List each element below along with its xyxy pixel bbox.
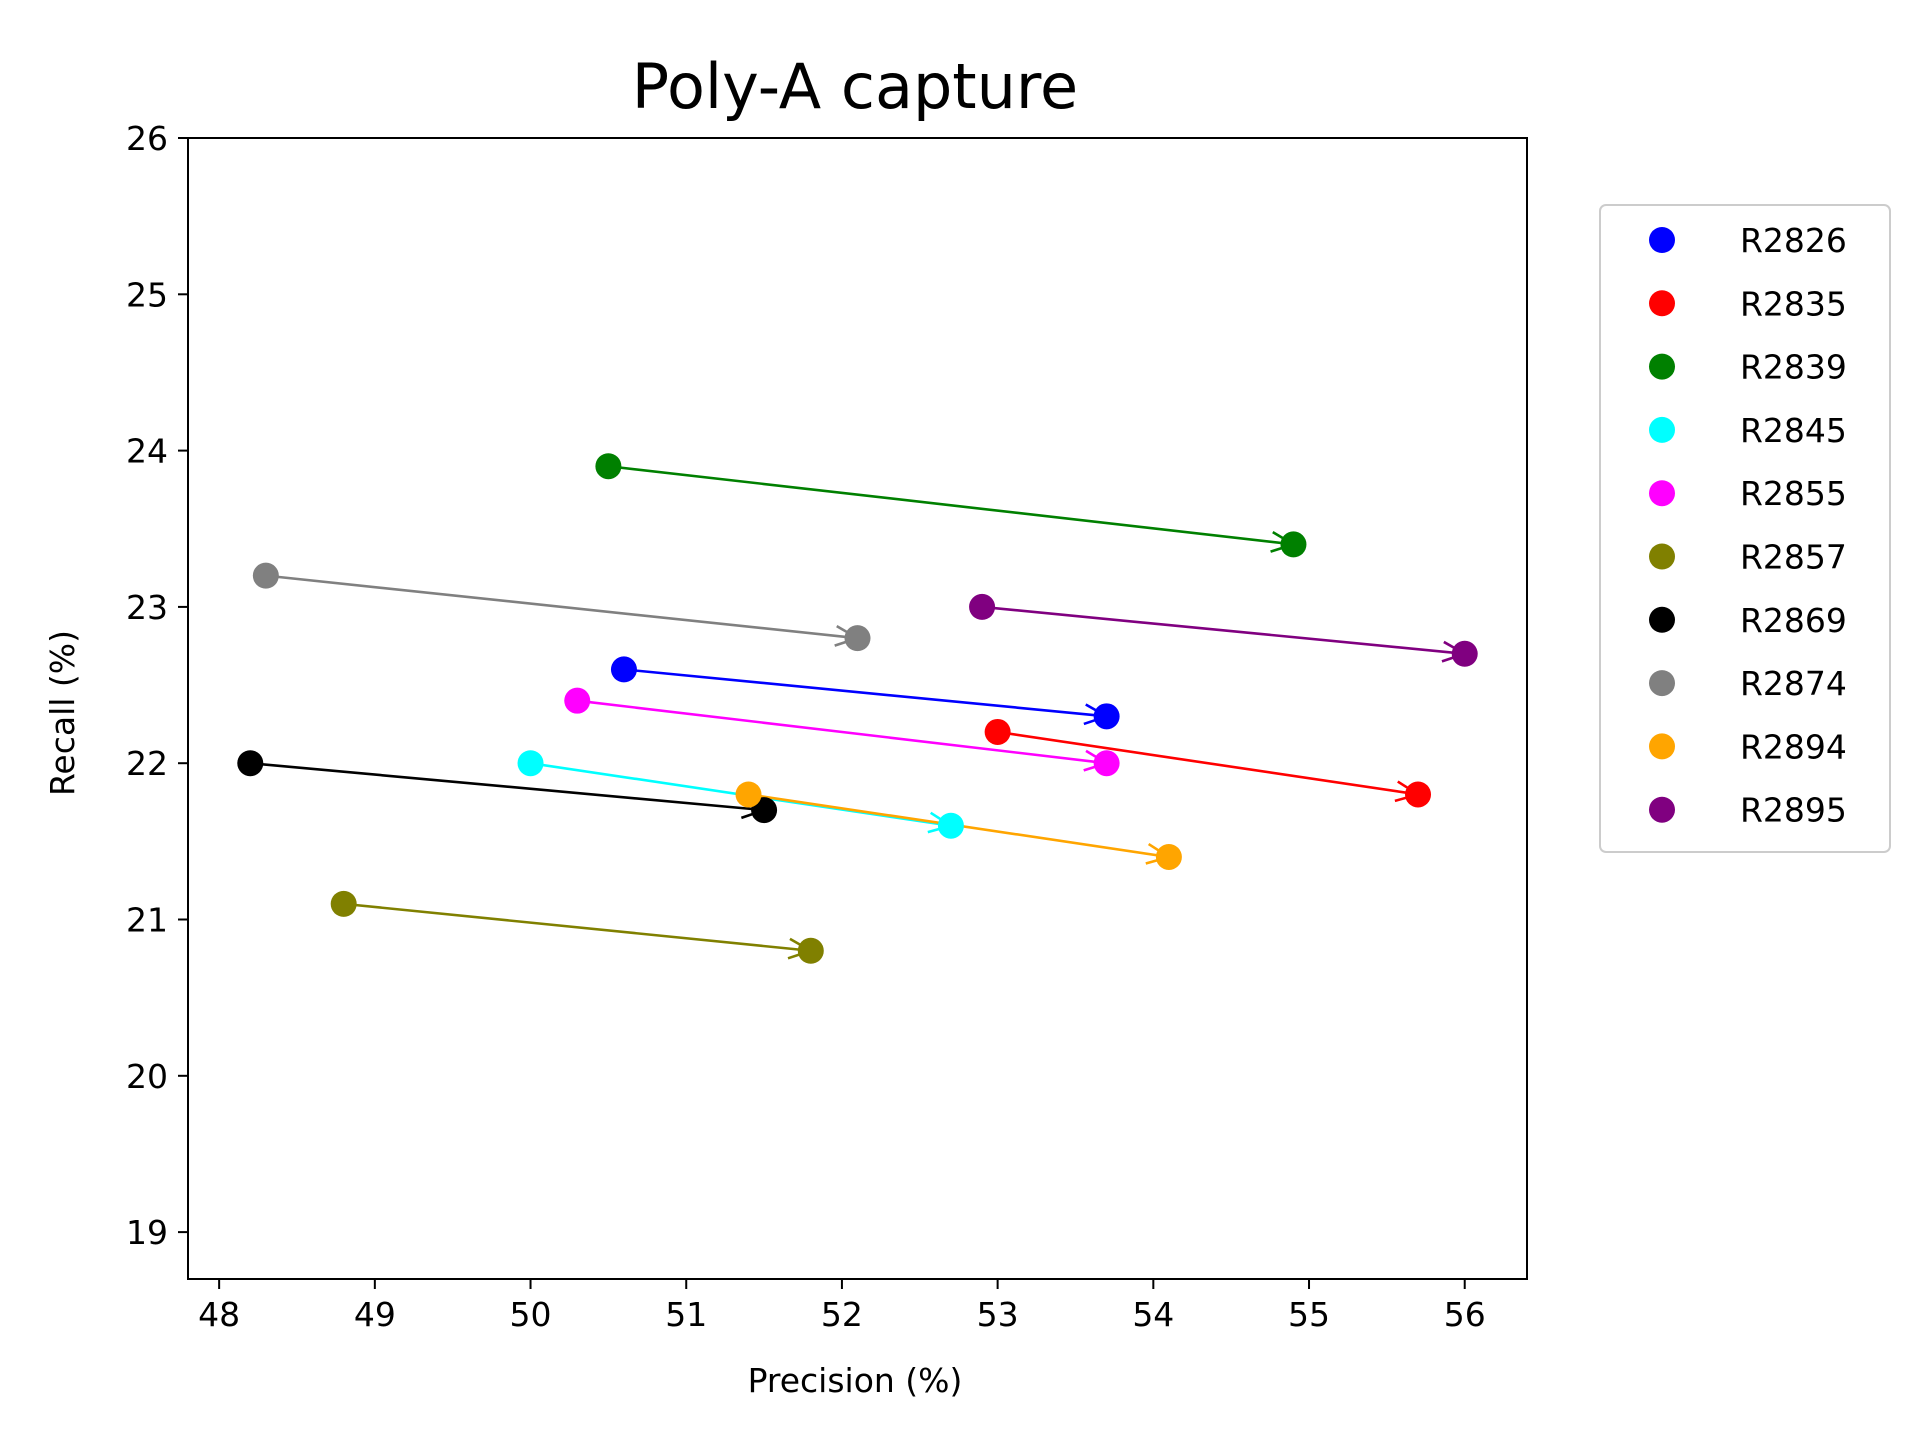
x-tick-label: 52 (821, 1295, 863, 1334)
point-start-r2894 (735, 781, 762, 808)
legend-marker-r2839 (1649, 353, 1675, 380)
point-end-r2895 (1451, 640, 1478, 667)
legend-marker-r2874 (1649, 670, 1675, 697)
legend-label-r2826: R2826 (1740, 221, 1847, 260)
chart-title: Poly-A capture (632, 50, 1078, 123)
x-tick-label: 53 (977, 1295, 1019, 1334)
x-axis-label: Precision (%) (748, 1361, 963, 1400)
legend-label-r2869: R2869 (1740, 601, 1847, 640)
y-tick-label: 23 (126, 588, 168, 627)
arrow-line-r2895 (981, 605, 1465, 656)
y-tick-label: 21 (126, 901, 168, 940)
point-start-r2839 (595, 453, 622, 480)
legend-label-r2855: R2855 (1740, 474, 1847, 513)
arrow-line-r2826 (623, 668, 1107, 718)
legend-label-r2835: R2835 (1740, 284, 1847, 323)
x-tick-label: 50 (510, 1295, 552, 1334)
point-start-r2857 (330, 890, 357, 917)
x-tick-label: 56 (1444, 1295, 1486, 1334)
arrow-line-r2874 (265, 574, 858, 640)
x-tick-label: 51 (665, 1295, 707, 1334)
point-start-r2895 (969, 593, 996, 620)
legend-marker-r2835 (1649, 290, 1675, 317)
point-end-r2839 (1280, 531, 1307, 558)
axes: 48 49 50 51 52 53 54 55 56 19 20 21 22 23 24 25 26 (126, 119, 1528, 1334)
y-tick-label: 26 (126, 119, 168, 158)
x-tick-label: 48 (198, 1295, 240, 1334)
y-tick-label: 19 (126, 1213, 168, 1252)
point-start-r2826 (610, 656, 637, 683)
legend-marker-r2857 (1649, 543, 1675, 570)
legend-label-r2857: R2857 (1740, 538, 1847, 577)
points (237, 453, 1478, 964)
legend-marker-r2855 (1649, 480, 1675, 507)
point-end-r2826 (1093, 703, 1120, 730)
point-end-r2845 (937, 812, 964, 839)
point-start-r2835 (984, 718, 1011, 745)
point-end-r2835 (1405, 781, 1432, 808)
legend-label-r2894: R2894 (1740, 727, 1847, 766)
arrow-line-r2839 (608, 464, 1294, 546)
point-start-r2869 (237, 750, 264, 777)
legend: R2826 R2835 R2839 R2845 R2855 R2857 R2869 R2874… (1599, 204, 1891, 853)
y-axis-label: Recall (%) (43, 630, 82, 796)
point-end-r2874 (844, 625, 871, 652)
point-start-r2845 (517, 750, 544, 777)
x-tick-label: 55 (1288, 1295, 1330, 1334)
legend-marker-r2894 (1649, 733, 1675, 760)
legend-label-r2845: R2845 (1740, 411, 1847, 450)
x-tick-label: 49 (354, 1295, 396, 1334)
point-end-r2855 (1093, 750, 1120, 777)
y-tick-label: 22 (126, 744, 168, 783)
y-tick-label: 20 (126, 1057, 168, 1096)
point-end-r2894 (1155, 843, 1182, 870)
y-tick-label: 24 (126, 432, 168, 471)
legend-label-r2839: R2839 (1740, 348, 1847, 387)
point-start-r2874 (252, 562, 279, 589)
legend-marker-r2869 (1649, 606, 1675, 633)
legend-marker-r2895 (1649, 796, 1675, 823)
point-start-r2855 (564, 687, 591, 714)
legend-label-r2895: R2895 (1740, 791, 1847, 830)
y-tick-label: 25 (126, 275, 168, 314)
x-tick-label: 54 (1132, 1295, 1174, 1334)
plot-frame (187, 137, 1528, 1280)
legend-marker-r2826 (1649, 227, 1675, 253)
arrow-line-r2857 (343, 902, 811, 953)
arrow-line-r2855 (577, 699, 1107, 765)
point-end-r2857 (797, 937, 824, 964)
arrow-line-r2835 (997, 730, 1419, 796)
arrow-line-r2869 (250, 761, 765, 812)
legend-label-r2874: R2874 (1740, 664, 1847, 703)
legend-marker-r2845 (1649, 416, 1675, 443)
